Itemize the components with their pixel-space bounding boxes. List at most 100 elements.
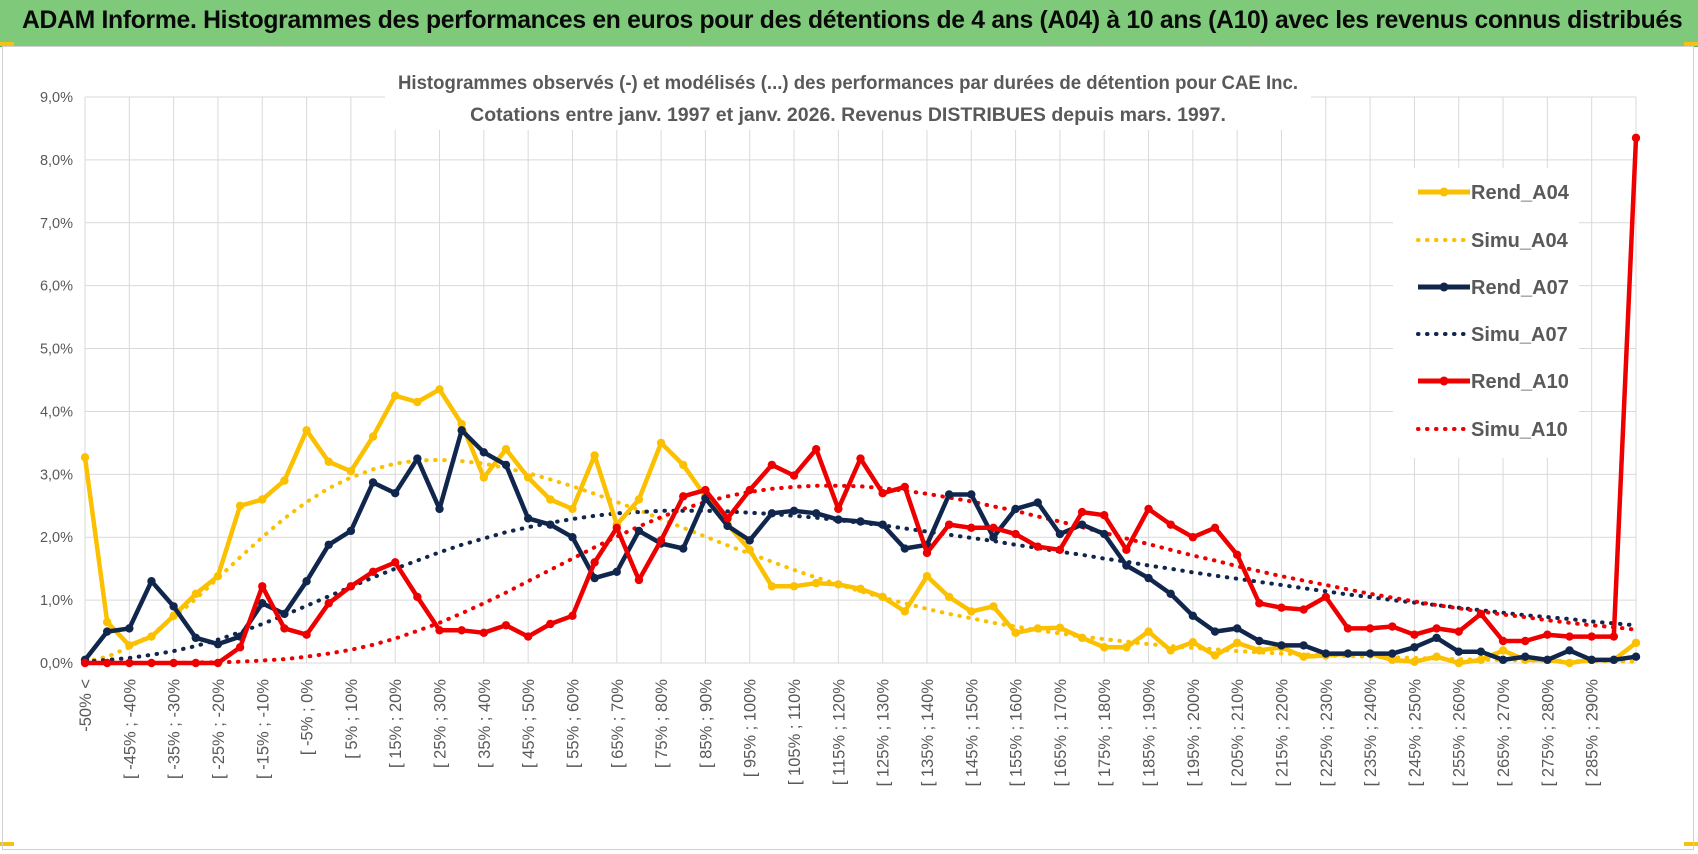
data-point [1299,652,1308,661]
data-point [102,617,112,627]
data-point [1321,649,1331,658]
data-point [435,504,444,514]
data-point [80,658,90,668]
data-point [679,460,688,470]
chart-legend: Rend_A04 Simu_A04 Rend_A07 Simu_A07 Rend_A10… [1393,168,1579,458]
data-point [479,448,489,457]
data-point [479,628,489,638]
data-point [1410,630,1419,639]
title-background [385,68,1311,130]
data-point [922,548,932,558]
data-point [213,658,223,668]
y-axis-ticks: 0,0% 1,0% 2,0% 3,0% 4,0% 5,0% 6,0% 7,0% 8,0% 9,0% [40,90,73,672]
data-point [1077,520,1087,529]
data-point [1498,646,1508,655]
data-point [590,451,599,460]
data-point [213,572,223,581]
data-point [1144,573,1153,583]
data-point [612,567,621,577]
data-point [1277,603,1286,612]
data-point [125,641,134,650]
data-point [457,626,466,635]
data-point [1454,627,1463,636]
data-point [1587,632,1596,641]
y-tick-label: 8,0% [40,153,73,169]
data-point [745,485,754,495]
data-point [856,454,865,463]
corner-marker [0,842,14,846]
data-point [125,658,134,668]
data-point [258,495,267,504]
x-tick-label: [ -35% ; -30% [166,679,184,779]
data-point [501,460,511,470]
data-point [900,607,910,616]
data-point [1144,504,1153,514]
data-point [1033,542,1042,551]
data-point [1543,655,1552,665]
x-tick-label: [ 245% ; 250% [1406,679,1424,787]
data-point [125,624,134,633]
data-point [1388,622,1397,631]
data-point [1299,605,1308,614]
data-point [1432,624,1441,633]
data-point [501,444,511,454]
legend-label: Rend_A10 [1471,371,1569,393]
data-point [1011,529,1020,539]
data-point [1365,649,1375,658]
legend-marker [1439,282,1449,292]
data-point [900,482,910,492]
data-point [745,536,754,545]
x-tick-label: [ 215% ; 220% [1273,679,1291,787]
data-point [568,611,577,621]
y-tick-label: 9,0% [40,90,73,106]
legend-marker [1439,376,1449,386]
data-point [701,485,710,495]
data-point [679,544,688,553]
data-point [1454,647,1463,656]
data-point [258,582,267,591]
data-point [324,457,333,466]
data-point [568,504,577,514]
data-point [634,526,644,536]
legend-label: Simu_A07 [1471,324,1568,346]
data-point [1543,630,1552,639]
data-point [656,536,666,545]
data-point [811,578,821,588]
data-point [413,454,422,463]
data-point [501,621,511,630]
data-point [1565,646,1574,655]
data-point [1166,589,1175,599]
data-point [856,584,865,593]
data-point [922,572,932,581]
data-point [368,478,378,487]
data-point [679,492,688,501]
data-point [612,523,621,532]
data-point [147,577,156,586]
chart-title: Histogrammes observés (-) et modélisés (… [398,72,1298,94]
data-point [1631,638,1641,648]
legend-background [1393,168,1579,458]
data-point [767,509,777,518]
data-point [878,592,887,602]
x-tick-label: [ 145% ; 150% [963,679,981,787]
y-tick-label: 7,0% [40,216,73,232]
x-tick-label: [ 165% ; 170% [1052,679,1070,787]
x-tick-label: [ 5% ; 10% [343,679,361,759]
y-tick-label: 1,0% [40,593,73,609]
data-point [346,526,356,536]
data-point [1277,641,1286,650]
data-point [324,540,333,549]
data-point [191,633,200,643]
data-point [1210,651,1220,660]
data-point [1609,632,1619,641]
data-point [1498,655,1508,665]
data-point [1565,658,1574,668]
data-point [989,602,998,611]
series-lines [80,133,1641,668]
data-point [900,544,910,553]
data-point [413,397,422,407]
data-point [1188,533,1198,542]
data-point [523,632,533,641]
x-tick-label: [ 125% ; 130% [875,679,893,787]
data-point [1033,624,1042,633]
